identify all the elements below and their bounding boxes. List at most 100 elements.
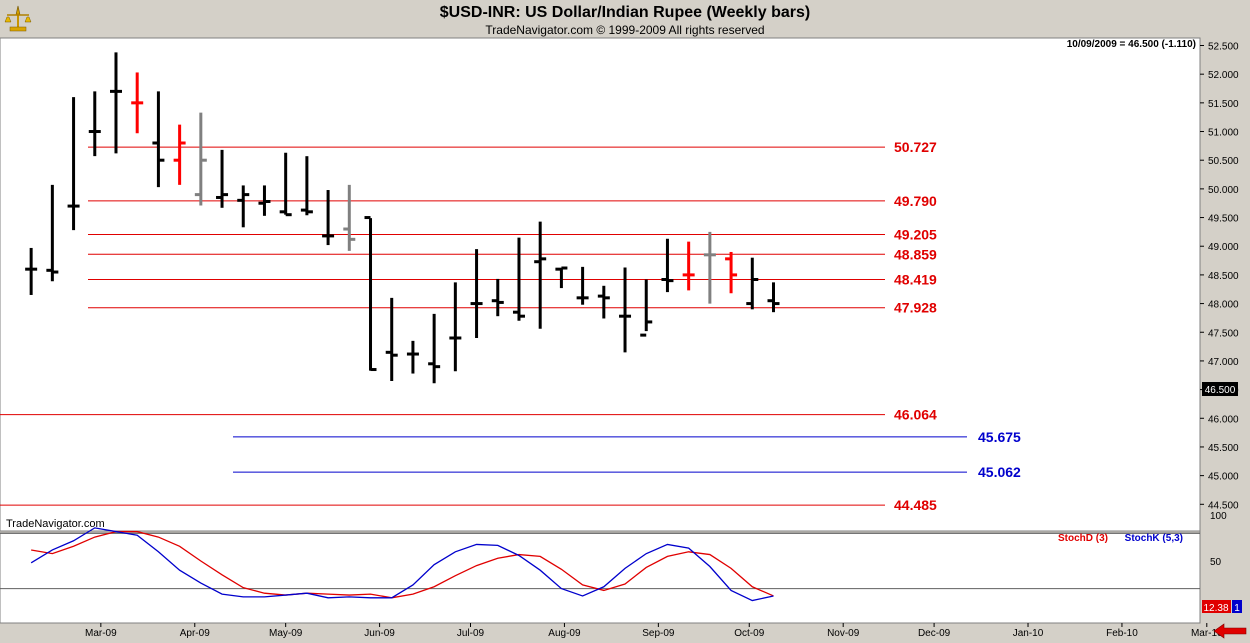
price-tick-label: 50.000 [1208, 185, 1239, 196]
price-tick-label: 44.500 [1208, 500, 1239, 511]
ohlc-bar [640, 279, 653, 337]
month-label: Oct-09 [734, 628, 764, 639]
ohlc-bar [491, 278, 504, 317]
chart-header: $USD-INR: US Dollar/Indian Rupee (Weekly… [0, 0, 1250, 38]
ohlc-bar [746, 257, 759, 310]
price-tick-label: 45.000 [1208, 472, 1239, 483]
price-tick-label: 47.000 [1208, 357, 1239, 368]
price-tick-label: 51.500 [1208, 99, 1239, 110]
ohlc-bar [343, 184, 356, 251]
last-price-info: 10/09/2009 = 46.500 (-1.110) [1067, 39, 1196, 50]
ohlc-bar [406, 340, 419, 374]
month-label: Mar-10 [1191, 628, 1223, 639]
ohlc-bar [67, 97, 80, 231]
month-label: Sep-09 [642, 628, 675, 639]
ohlc-bar [173, 124, 186, 185]
ohlc-bar [300, 156, 313, 216]
ohlc-bar [322, 190, 335, 246]
blue-level-label: 45.062 [978, 464, 1021, 480]
price-tick-label: 49.000 [1208, 242, 1239, 253]
stoch-tick-label: 100 [1210, 511, 1227, 522]
ohlc-bar [619, 267, 632, 353]
ohlc-bar [428, 313, 441, 384]
red-level-label: 49.205 [894, 226, 937, 242]
red-level-label: 44.485 [894, 497, 937, 513]
month-label: Mar-09 [85, 628, 117, 639]
stoch-k-tag: 1 [1234, 603, 1240, 614]
stoch-value-tag-bg [1202, 600, 1231, 613]
ohlc-bar [131, 72, 144, 134]
scroll-left-arrow-icon[interactable] [1213, 623, 1247, 639]
price-tick-label: 47.500 [1208, 328, 1239, 339]
price-tick-label: 52.500 [1208, 42, 1239, 53]
month-label: Apr-09 [180, 628, 210, 639]
ohlc-bars [25, 52, 780, 384]
stochd-legend: StochD (3) [1058, 533, 1108, 544]
gold-scale-logo-icon [4, 5, 32, 32]
stoch-tick-label: 50 [1210, 557, 1222, 568]
blue-level-label: 45.675 [978, 429, 1021, 445]
stochk-legend: StochK (5,3) [1125, 533, 1183, 544]
time-axis: Mar-09 Apr-09 May-09 Jun-09 Jul-09 Aug-09 Sep-… [85, 623, 1223, 639]
ohlc-bar [88, 91, 101, 157]
ohlc-bar [237, 185, 250, 228]
ohlc-bar [470, 249, 483, 338]
ohlc-bar [279, 152, 292, 217]
price-tick-label: 49.500 [1208, 214, 1239, 225]
ohlc-bar [512, 237, 525, 321]
month-label: Jul-09 [457, 628, 485, 639]
ohlc-bar [534, 221, 547, 329]
month-label: Nov-09 [827, 628, 860, 639]
ohlc-bar [152, 91, 165, 188]
ohlc-bar [385, 297, 398, 381]
ohlc-bar [576, 266, 589, 305]
ohlc-bar [25, 247, 38, 295]
red-level-label: 48.419 [894, 272, 937, 288]
ohlc-bar [597, 285, 610, 319]
ohlc-bar [449, 282, 462, 372]
ohlc-bar [767, 282, 780, 313]
month-label: Aug-09 [548, 628, 581, 639]
red-level-label: 49.790 [894, 193, 937, 209]
stochk-line [30, 527, 774, 602]
copyright-line: TradeNavigator.com © 1999-2009 All right… [485, 23, 765, 37]
ohlc-bar [725, 251, 738, 294]
stoch-value-tag: 12.38 [1203, 603, 1228, 614]
red-level-label: 48.859 [894, 246, 937, 262]
red-level-label: 46.064 [894, 407, 937, 423]
price-tick-label: 50.500 [1208, 156, 1239, 167]
price-tick-label: 45.500 [1208, 443, 1239, 454]
ohlc-bar [703, 231, 716, 304]
month-label: May-09 [269, 628, 303, 639]
price-tick-label: 51.000 [1208, 128, 1239, 139]
ohlc-bar [109, 52, 122, 154]
stochd-line [31, 530, 774, 599]
price-tick-label: 52.000 [1208, 70, 1239, 81]
chart-title: $USD-INR: US Dollar/Indian Rupee (Weekly… [439, 4, 811, 21]
ohlc-bar [682, 241, 695, 291]
stoch-panel [0, 532, 1201, 624]
ohlc-bar [216, 149, 229, 208]
watermark: TradeNavigator.com [6, 518, 105, 530]
stoch-k-tag-bg [1232, 600, 1242, 613]
ohlc-bar [364, 216, 377, 372]
price-panel [0, 37, 1201, 532]
ohlc-bar [555, 266, 568, 289]
month-label: Feb-10 [1106, 628, 1138, 639]
ohlc-bar [258, 185, 271, 216]
month-label: Jun-09 [364, 628, 395, 639]
last-price-tag-bg [1202, 382, 1238, 396]
red-level-label: 50.727 [894, 139, 937, 155]
month-label: Dec-09 [918, 628, 951, 639]
y-axis-area [1200, 38, 1250, 623]
price-tick-label: 48.500 [1208, 271, 1239, 282]
month-label: Jan-10 [1013, 628, 1044, 639]
ohlc-bar [46, 184, 59, 282]
last-price-tag: 46.500 [1205, 385, 1236, 396]
ohlc-bar [661, 238, 674, 293]
stochastic-lines: 100500 [0, 511, 1227, 614]
ohlc-bar [194, 112, 207, 206]
price-tick-label: 46.000 [1208, 414, 1239, 425]
price-tick-label: 48.000 [1208, 300, 1239, 311]
